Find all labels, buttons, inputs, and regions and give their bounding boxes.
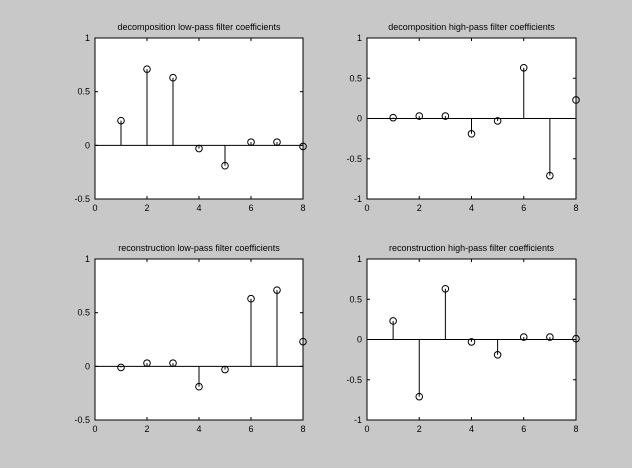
- y-tick-label: 0: [357, 335, 362, 345]
- stem-marker: [247, 138, 255, 146]
- x-tick-label: 6: [521, 203, 526, 213]
- y-tick-label: -1: [354, 415, 362, 425]
- stem-marker: [143, 359, 151, 367]
- x-tick-label: 0: [92, 203, 97, 213]
- x-tick-label: 6: [248, 424, 253, 434]
- x-tick-label: 8: [300, 203, 305, 213]
- stem-marker: [247, 294, 255, 303]
- stem-marker: [143, 65, 151, 73]
- x-tick-label: 4: [469, 203, 474, 213]
- y-tick-label: -0.5: [346, 375, 362, 385]
- x-tick-label: 8: [573, 203, 578, 213]
- x-tick-label: 2: [144, 424, 149, 434]
- axes-box: [94, 258, 304, 421]
- y-tick-label: 0: [85, 361, 90, 371]
- axes-box: [94, 37, 304, 200]
- stem-marker: [572, 334, 580, 343]
- stem-marker: [415, 392, 424, 401]
- y-tick-label: 1: [85, 33, 90, 43]
- x-tick-label: 4: [469, 424, 474, 434]
- stem-marker: [519, 63, 528, 72]
- y-tick-label: 0.5: [349, 73, 362, 83]
- stem-marker: [546, 333, 554, 341]
- stem-marker: [195, 144, 203, 153]
- x-tick-label: 0: [364, 203, 369, 213]
- stem-marker: [493, 350, 502, 359]
- chart-title: decomposition high-pass filter coefficie…: [388, 22, 555, 32]
- stem-marker: [221, 365, 229, 374]
- stem-marker: [273, 286, 281, 294]
- stem-marker: [299, 337, 307, 346]
- x-tick-label: 6: [248, 203, 253, 213]
- x-tick-label: 6: [521, 424, 526, 434]
- y-tick-label: -1: [354, 194, 362, 204]
- subplot-4: reconstruction high-pass filter coeffici…: [346, 243, 580, 434]
- x-tick-label: 0: [364, 424, 369, 434]
- y-tick-label: 0: [85, 140, 90, 150]
- stem-marker: [117, 116, 125, 125]
- stem-marker: [441, 284, 450, 293]
- chart-title: reconstruction low-pass filter coefficie…: [118, 243, 280, 253]
- y-tick-label: 1: [357, 33, 362, 43]
- stem-marker: [273, 138, 281, 146]
- y-tick-label: -0.5: [346, 154, 362, 164]
- y-tick-label: 0.5: [77, 308, 90, 318]
- x-tick-label: 2: [417, 203, 422, 213]
- stem-marker: [117, 363, 125, 372]
- stem-marker: [415, 112, 424, 120]
- stem-marker: [546, 171, 554, 180]
- chart-title: reconstruction high-pass filter coeffici…: [389, 243, 554, 253]
- y-tick-label: 1: [357, 254, 362, 264]
- chart-title: decomposition low-pass filter coefficien…: [118, 22, 281, 32]
- y-tick-label: 0.5: [349, 294, 362, 304]
- y-tick-label: -0.5: [74, 194, 90, 204]
- stem-marker: [441, 112, 450, 120]
- x-tick-label: 8: [573, 424, 578, 434]
- stem-marker: [195, 382, 203, 391]
- stem-marker: [467, 129, 476, 138]
- stem-marker: [221, 161, 229, 170]
- stem-marker: [519, 333, 528, 341]
- stem-marker: [572, 96, 580, 104]
- x-tick-label: 4: [196, 424, 201, 434]
- stem-marker: [389, 113, 397, 122]
- x-tick-label: 2: [417, 424, 422, 434]
- stem-marker: [169, 73, 177, 82]
- x-tick-label: 4: [196, 203, 201, 213]
- stem-marker: [389, 317, 397, 325]
- stem-marker: [493, 117, 502, 125]
- x-tick-label: 8: [300, 424, 305, 434]
- stem-marker: [169, 359, 177, 367]
- y-tick-label: -0.5: [74, 415, 90, 425]
- x-tick-label: 0: [92, 424, 97, 434]
- subplot-1: decomposition low-pass filter coefficien…: [74, 22, 307, 213]
- y-tick-label: 0.5: [77, 87, 90, 97]
- stem-marker: [299, 142, 307, 151]
- y-tick-label: 0: [357, 114, 362, 124]
- x-tick-label: 2: [144, 203, 149, 213]
- subplot-2: decomposition high-pass filter coefficie…: [346, 22, 580, 213]
- stem-marker: [467, 338, 476, 346]
- y-tick-label: 1: [85, 254, 90, 264]
- subplot-3: reconstruction low-pass filter coefficie…: [74, 243, 307, 434]
